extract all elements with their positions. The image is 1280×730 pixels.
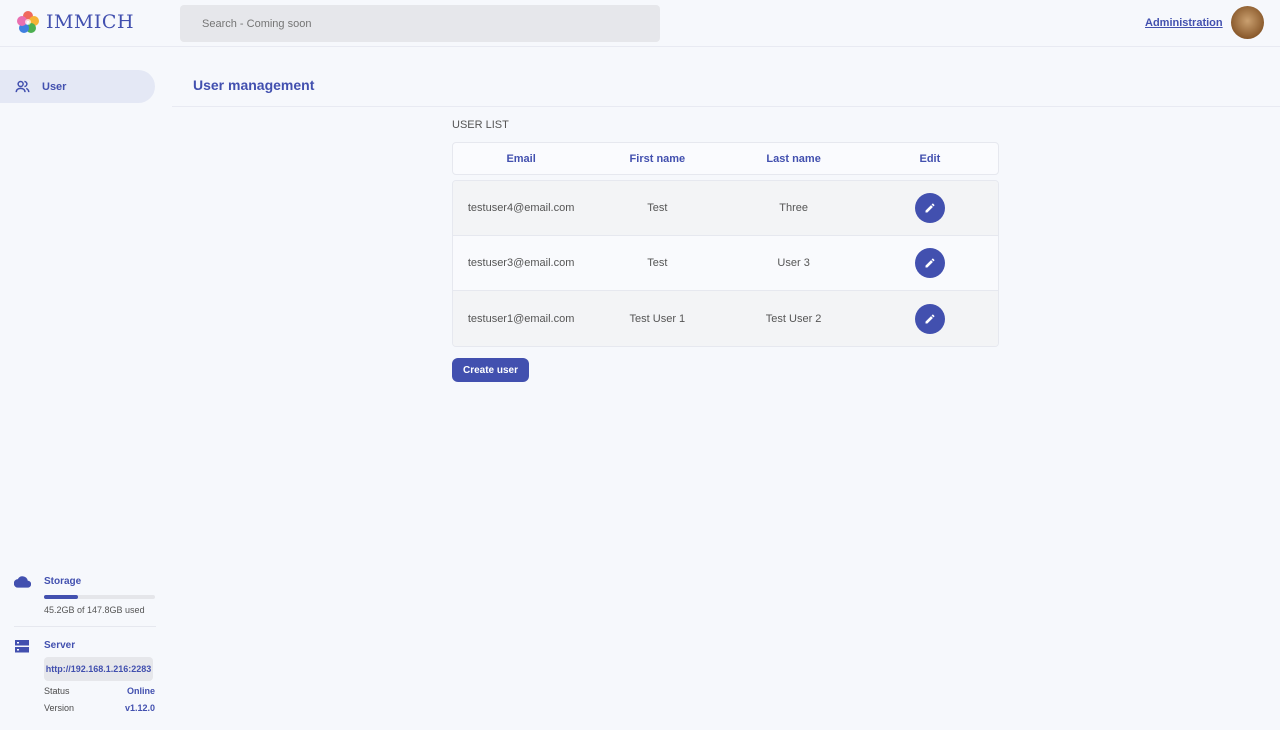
search-input[interactable] — [180, 5, 660, 42]
create-user-button[interactable]: Create user — [452, 358, 529, 382]
edit-user-button[interactable] — [914, 248, 945, 278]
sidebar-item-label: User — [42, 80, 67, 93]
cloud-icon — [14, 576, 31, 588]
first-name-cell: Test — [647, 202, 668, 214]
table-row: testuser4@email.com Test Three — [453, 181, 998, 236]
storage-title: Storage — [44, 576, 82, 587]
column-first-name: First name — [629, 152, 686, 165]
last-name-cell: Three — [779, 202, 808, 214]
app-logo[interactable]: IMMICH — [16, 10, 134, 34]
edit-user-button[interactable] — [914, 193, 945, 223]
storage-usage-bar — [44, 595, 155, 599]
server-version-row: Version v1.12.0 — [44, 703, 155, 713]
administration-link[interactable]: Administration — [1145, 17, 1223, 29]
first-name-cell: Test User 1 — [629, 312, 686, 325]
immich-logo-icon — [17, 11, 39, 33]
last-name-cell: Test User 2 — [765, 312, 822, 325]
column-email: Email — [506, 152, 536, 165]
column-last-name: Last name — [766, 152, 821, 165]
edit-user-button[interactable] — [914, 303, 945, 334]
email-cell: testuser3@email.com — [467, 257, 575, 269]
server-status-row: Status Online — [44, 686, 155, 696]
storage-usage-text: 45.2GB of 147.8GB used — [44, 605, 145, 615]
status-value: Online — [126, 686, 155, 696]
sidebar-divider — [14, 626, 156, 627]
sidebar-item-user[interactable]: User — [0, 70, 155, 103]
email-cell: testuser4@email.com — [467, 202, 575, 214]
server-title: Server — [44, 640, 76, 651]
version-value: v1.12.0 — [124, 703, 155, 713]
version-label: Version — [44, 703, 75, 713]
pencil-icon — [925, 313, 935, 323]
email-cell: testuser1@email.com — [467, 312, 575, 325]
table-header: Email First name Last name Edit — [452, 142, 999, 175]
page-header: User management — [172, 62, 1280, 107]
first-name-cell: Test — [647, 257, 668, 269]
app-name: IMMICH — [46, 11, 135, 33]
user-avatar[interactable] — [1231, 6, 1264, 39]
page-title: User management — [193, 77, 315, 93]
column-edit: Edit — [919, 152, 941, 165]
top-bar: IMMICH Administration — [0, 0, 1280, 47]
user-list-label: USER LIST — [452, 119, 509, 131]
table-row: testuser3@email.com Test User 3 — [453, 236, 998, 291]
table-row: testuser1@email.com Test User 1 Test Use… — [453, 291, 998, 346]
storage-usage-fill — [44, 595, 78, 599]
server-icon — [15, 640, 29, 653]
status-label: Status — [44, 686, 70, 696]
users-icon — [15, 80, 30, 93]
last-name-cell: User 3 — [777, 257, 810, 269]
pencil-icon — [925, 203, 935, 213]
pencil-icon — [925, 258, 935, 268]
user-table-body: testuser4@email.com Test Three testuser3… — [452, 180, 999, 347]
server-url: http://192.168.1.216:2283 — [44, 657, 153, 681]
